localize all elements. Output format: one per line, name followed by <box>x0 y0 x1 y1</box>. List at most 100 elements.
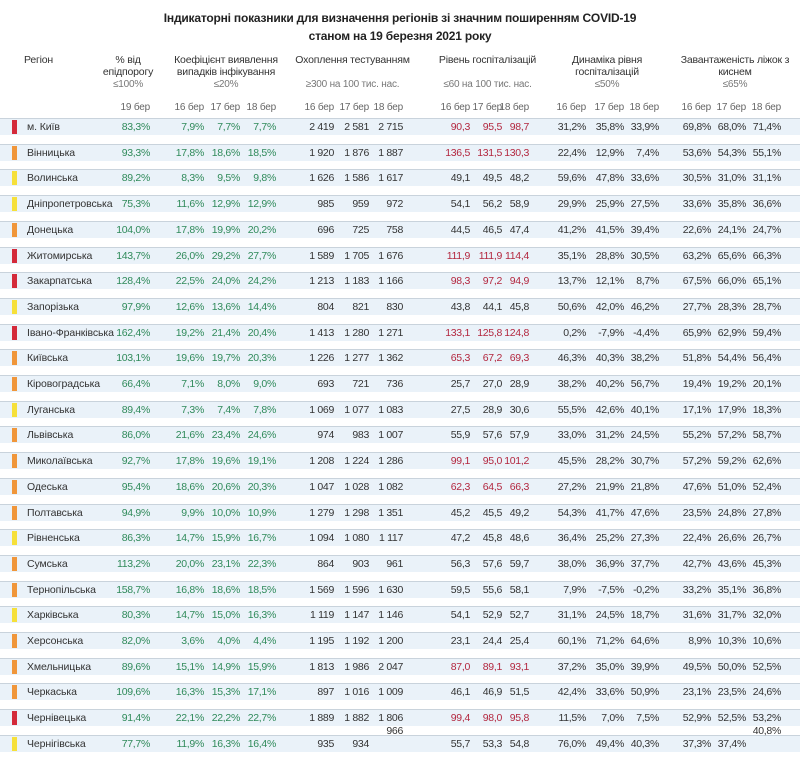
tests-value: 2 581 <box>344 121 369 133</box>
tests-value: 721 <box>352 378 369 390</box>
table-row: Житомирська 143,7% 26,0% 29,2% 27,7% 1 589 1 7… <box>0 246 800 272</box>
table-row: Полтавська 94,9% 9,9% 10,0% 10,9% 1 279 1 298 1… <box>0 503 800 529</box>
row-band <box>0 323 800 341</box>
tests-value: 1 007 <box>378 429 403 442</box>
coef-value: 22,2% <box>211 712 241 725</box>
beds-value: 31,6% <box>682 609 712 622</box>
beds-value: 65,6% <box>717 249 747 262</box>
hosp-value: 46,1 <box>450 686 471 699</box>
coef-value: 11,9% <box>176 737 205 750</box>
dyn-value: 31,2% <box>595 429 625 442</box>
pct-value: 91,4% <box>121 712 151 725</box>
date-header-d17: 17 бер <box>472 102 503 113</box>
tests-value: 804 <box>317 300 334 313</box>
hosp-value: 58,9 <box>509 198 530 211</box>
dyn-value: 56,7% <box>630 378 660 390</box>
header-region: Регіон <box>24 54 53 66</box>
level-marker-red <box>12 274 17 289</box>
table-row: Київська 103,1% 19,6% 19,7% 20,3% 1 226 1 277 1… <box>0 349 800 374</box>
pct-value: 89,2% <box>121 172 151 185</box>
coef-value: 27,7% <box>247 249 277 262</box>
coef-value: 26,0% <box>175 249 205 262</box>
tests-value: 1 195 <box>309 635 334 647</box>
dyn-value: 25,9% <box>595 198 625 211</box>
tests-value: 2 419 <box>309 121 334 133</box>
region-name: Тернопільська <box>27 583 96 596</box>
coef-value: 15,0% <box>211 609 241 622</box>
table-row: Херсонська 82,0% 3,6% 4,0% 4,4% 1 195 1 192 1 2… <box>0 632 800 657</box>
header-beds: Завантаженість ліжок з киснем <box>680 54 790 78</box>
dyn-value: 12,9% <box>595 146 625 159</box>
coef-value: 7,1% <box>181 378 204 390</box>
beds-value: 69,8% <box>682 121 712 133</box>
hosp-value: 131,5 <box>477 146 502 159</box>
date-header-d18: 18 бер <box>629 102 660 113</box>
coef-value: 15,9% <box>211 532 241 545</box>
table-row: Одеська 95,4% 18,6% 20,6% 20,3% 1 047 1 028 1 0… <box>0 477 800 503</box>
tests-value: 972 <box>386 198 403 211</box>
tests-value: 1 887 <box>378 146 403 159</box>
pct-value: 95,4% <box>121 480 151 493</box>
hosp-value: 98,3 <box>450 275 471 288</box>
region-name: Чернігівська <box>27 737 86 750</box>
tests-value: 1 183 <box>344 275 369 288</box>
coef-value: 20,2% <box>247 223 277 236</box>
beds-value: 53,2% <box>752 712 782 725</box>
coef-value: 17,8% <box>175 223 205 236</box>
hosp-value: 58,1 <box>509 583 530 596</box>
beds-value: 52,9% <box>682 712 712 725</box>
header-pct: % від епідпорогу <box>102 54 154 78</box>
dyn-value: 37,2% <box>557 660 587 673</box>
tests-value: 1 208 <box>309 455 334 468</box>
pct-value: 66,4% <box>121 378 151 390</box>
beds-value: 62,6% <box>752 455 782 468</box>
level-marker-orange <box>12 428 17 443</box>
header-hosp: Рівень госпіталізацій <box>438 54 537 66</box>
pct-value: 103,1% <box>116 352 150 365</box>
coef-value: 19,9% <box>211 223 241 236</box>
dyn-value: 40,3% <box>630 737 660 750</box>
norm-coef: ≤20% <box>213 79 239 90</box>
coef-value: 24,0% <box>211 275 241 288</box>
coef-value: 16,3% <box>247 609 277 622</box>
coef-value: 17,8% <box>175 455 205 468</box>
hosp-value: 54,1 <box>450 609 471 622</box>
beds-value: 19,2% <box>717 378 747 390</box>
level-marker-red <box>12 711 17 726</box>
coef-value: 17,8% <box>175 146 205 159</box>
norm-tests: ≥300 на 100 тис. нас. <box>305 79 400 90</box>
tests-value: 821 <box>352 300 369 313</box>
tests-value: 1 069 <box>309 403 334 416</box>
table-row: Волинська 89,2% 8,3% 9,5% 9,8% 1 626 1 586 1 61… <box>0 169 800 194</box>
region-name: Миколаївська <box>27 455 93 468</box>
table-row: Івано-Франківська 162,4% 19,2% 21,4% 20,4% 1 … <box>0 323 800 349</box>
hosp-value: 30,6 <box>509 403 530 416</box>
dyn-value: 47,6% <box>630 506 660 519</box>
hosp-value: 43,8 <box>450 300 471 313</box>
beds-value: 51,0% <box>717 480 747 493</box>
tests-value: 1 876 <box>344 146 369 159</box>
table-row: Донецька 104,0% 17,8% 19,9% 20,2% 696 725 758 44… <box>0 220 800 246</box>
date-header-d17: 17 бер <box>716 102 747 113</box>
hosp-value: 66,3 <box>509 480 530 493</box>
beds-value: 37,4% <box>717 737 747 750</box>
beds-value: 50,0% <box>717 660 747 673</box>
date-header-d19: 19 бер <box>120 102 151 113</box>
row-band <box>0 657 800 675</box>
hosp-value: 55,9 <box>450 429 471 442</box>
level-marker-orange <box>12 454 17 469</box>
norm-hosp: ≤60 на 100 тис. нас. <box>443 79 532 90</box>
pct-value: 77,7% <box>121 737 151 750</box>
coef-value: 9,8% <box>253 172 276 185</box>
level-marker-orange <box>12 145 17 160</box>
beds-value: 43,6% <box>717 557 747 570</box>
beds-value: 63,2% <box>682 249 712 262</box>
hosp-value: 90,3 <box>450 121 471 133</box>
beds-value: 55,2% <box>682 429 712 442</box>
dyn-value: 35,0% <box>595 660 625 673</box>
coef-value: 17,1% <box>247 686 277 699</box>
table-row: Черкаська 109,6% 16,3% 15,3% 17,1% 897 1 016 1 … <box>0 683 800 708</box>
row-band <box>0 503 800 521</box>
coef-value: 10,0% <box>211 506 241 519</box>
beds-value: 53,6% <box>682 146 712 159</box>
